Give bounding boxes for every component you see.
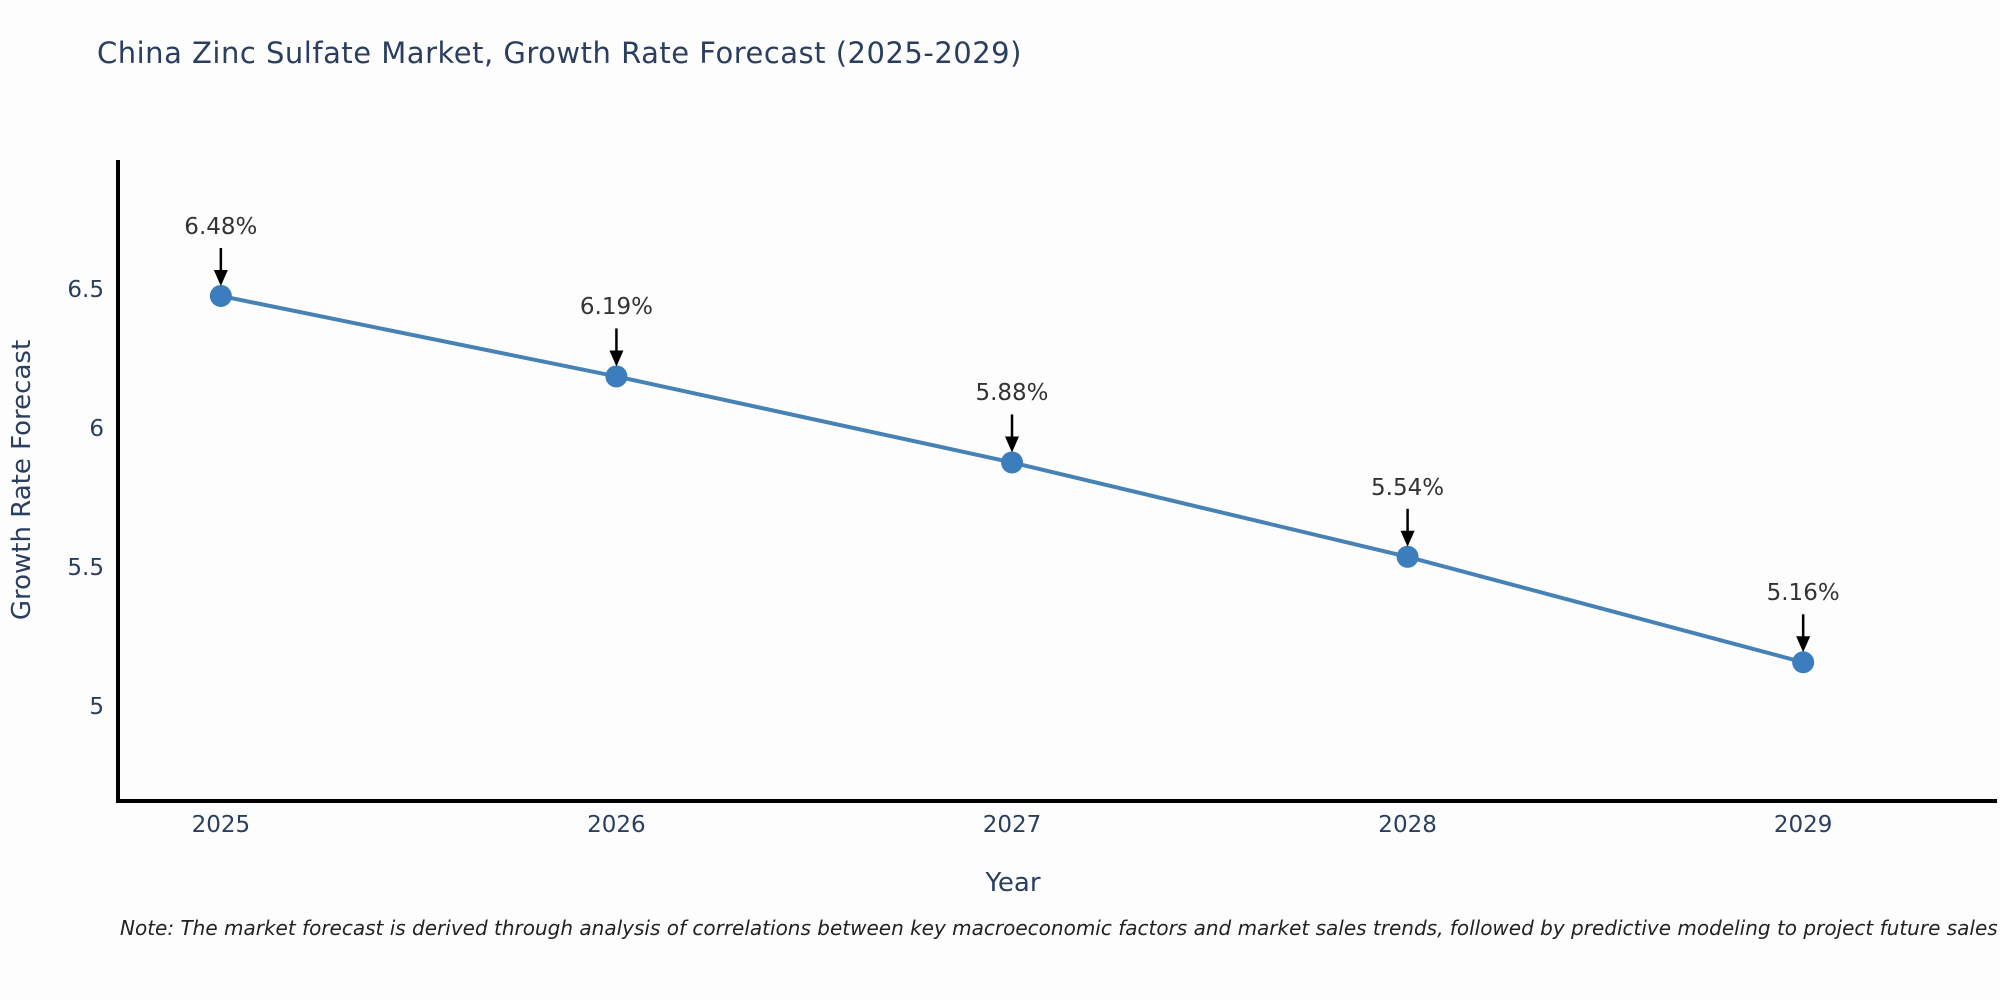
x-tick-label: 2029 — [1773, 812, 1833, 838]
x-axis-title: Year — [985, 868, 1041, 898]
data-point-marker — [209, 284, 232, 307]
x-tick-label: 2026 — [587, 812, 646, 838]
y-tick-label: 6 — [89, 416, 104, 443]
point-value-label: 5.54% — [1371, 474, 1445, 501]
data-point-marker — [1396, 545, 1419, 568]
annotation-arrowhead — [1796, 636, 1811, 653]
data-point-marker — [605, 365, 628, 388]
data-point-marker — [1001, 451, 1024, 474]
chart-title: China Zinc Sulfate Market, Growth Rate F… — [97, 36, 1022, 70]
annotation-arrowhead — [213, 269, 228, 286]
x-tick-label: 2027 — [982, 812, 1042, 838]
y-tick-label: 5 — [89, 693, 104, 720]
point-value-label: 6.48% — [184, 213, 258, 240]
x-tick-label: 2025 — [191, 812, 251, 838]
footnote: Note: The market forecast is derived thr… — [120, 916, 1998, 940]
point-value-label: 5.88% — [975, 380, 1049, 407]
forecast-line — [220, 294, 1804, 665]
point-value-label: 5.16% — [1766, 580, 1840, 607]
y-tick-label: 5.5 — [67, 554, 104, 581]
y-tick-label: 6.5 — [67, 277, 104, 304]
x-tick-label: 2028 — [1378, 812, 1437, 838]
point-value-label: 6.19% — [579, 294, 653, 321]
annotation-arrowhead — [1400, 530, 1415, 547]
annotation-arrowhead — [609, 350, 624, 367]
annotation-arrowhead — [1005, 436, 1020, 453]
data-point-marker — [1792, 651, 1815, 674]
